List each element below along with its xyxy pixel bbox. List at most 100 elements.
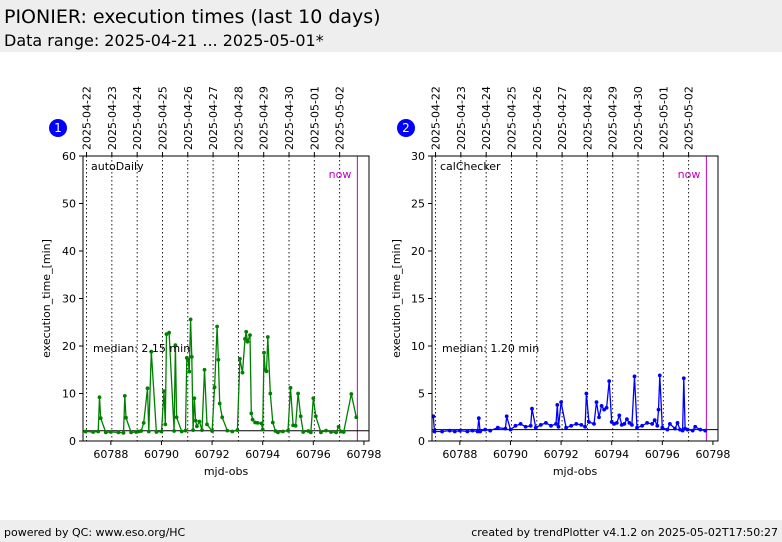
y-tick-label: 60 (62, 150, 76, 163)
data-point (625, 417, 629, 421)
data-point (622, 422, 627, 426)
data-point (159, 429, 164, 434)
data-point (690, 428, 695, 433)
data-point (174, 415, 179, 420)
data-point (192, 396, 197, 401)
data-point (288, 385, 293, 390)
data-point (245, 339, 250, 344)
data-point (660, 425, 665, 430)
plot-frame (82, 155, 370, 442)
data-point (262, 350, 266, 355)
data-point (555, 403, 560, 407)
date-tick-label: 2025-04-29 (258, 86, 271, 150)
data-point (191, 428, 196, 432)
data-point (96, 429, 101, 434)
data-point (635, 425, 639, 430)
data-point (656, 407, 661, 412)
panel-label: autoDaily (91, 160, 144, 173)
now-label: now (678, 168, 701, 181)
y-tick-label: 10 (62, 388, 76, 401)
x-tick-label: 60788 (442, 448, 477, 461)
data-point (693, 424, 698, 429)
x-tick-label: 60790 (144, 448, 179, 461)
data-point (179, 429, 184, 434)
data-point (319, 430, 323, 435)
date-tick-label: 2025-05-01 (308, 86, 321, 150)
data-point (538, 423, 543, 427)
panel-badge (49, 119, 67, 137)
date-tick-label: 2025-04-30 (283, 86, 296, 150)
date-tick-label: 2025-04-24 (131, 86, 144, 150)
data-point (308, 430, 313, 435)
data-point (145, 386, 150, 391)
data-point (698, 427, 703, 432)
footer-powered-by: powered by QC: www.eso.org/HC (4, 526, 186, 539)
y-tick-label: 20 (411, 245, 425, 258)
median-label: median: 2.15 min (93, 342, 190, 355)
data-point (230, 429, 235, 434)
data-point (122, 394, 127, 398)
date-tick-label: 2025-04-30 (632, 86, 645, 150)
data-point (513, 423, 518, 428)
data-point (569, 423, 574, 428)
data-point (592, 422, 596, 426)
data-point (650, 422, 655, 426)
data-point (652, 418, 657, 422)
data-point (583, 424, 587, 429)
data-point (193, 418, 198, 423)
date-tick-label: 2025-04-23 (455, 86, 468, 150)
data-point (447, 428, 452, 433)
data-point (238, 356, 242, 361)
data-point (324, 428, 328, 433)
data-point (549, 423, 553, 428)
x-tick-label: 60792 (544, 448, 579, 461)
data-point (594, 400, 599, 404)
date-tick-label: 2025-04-26 (182, 86, 195, 150)
data-point (97, 395, 102, 400)
y-tick-label: 20 (62, 340, 76, 353)
data-point (281, 429, 285, 434)
data-point (685, 427, 690, 432)
x-axis-label: mjd-obs (204, 465, 249, 478)
data-point (121, 431, 126, 435)
data-point (508, 427, 513, 432)
data-point (186, 357, 190, 362)
date-tick-label: 2025-05-02 (683, 86, 696, 150)
x-tick-label: 60790 (493, 448, 528, 461)
data-point (523, 424, 528, 429)
data-point (640, 423, 644, 428)
data-point (504, 414, 509, 419)
date-tick-label: 2025-04-27 (556, 86, 569, 150)
y-tick-label: 50 (62, 198, 76, 211)
data-point (124, 415, 128, 420)
data-point (149, 349, 154, 354)
data-point (129, 430, 134, 435)
data-point (91, 430, 95, 434)
data-point (172, 429, 177, 433)
data-point (681, 376, 686, 381)
y-tick-label: 5 (418, 388, 425, 401)
data-point (154, 430, 159, 434)
data-point (614, 421, 619, 425)
data-point (210, 429, 215, 433)
data-point (268, 391, 273, 396)
data-point (205, 422, 209, 427)
data-point (216, 357, 221, 362)
data-point (655, 423, 660, 428)
data-point (432, 429, 437, 434)
y-tick-label: 30 (62, 293, 76, 306)
data-point (265, 335, 270, 339)
data-point (108, 430, 113, 434)
x-tick-label: 60796 (645, 448, 680, 461)
x-tick-label: 60792 (195, 448, 230, 461)
data-point (189, 355, 194, 359)
data-point (243, 337, 247, 341)
data-point (116, 430, 121, 435)
data-point (478, 429, 482, 434)
median-label: median: 1.20 min (442, 342, 539, 355)
data-point (329, 430, 333, 434)
data-point (579, 423, 584, 427)
data-point (349, 392, 354, 396)
data-point (103, 430, 108, 435)
